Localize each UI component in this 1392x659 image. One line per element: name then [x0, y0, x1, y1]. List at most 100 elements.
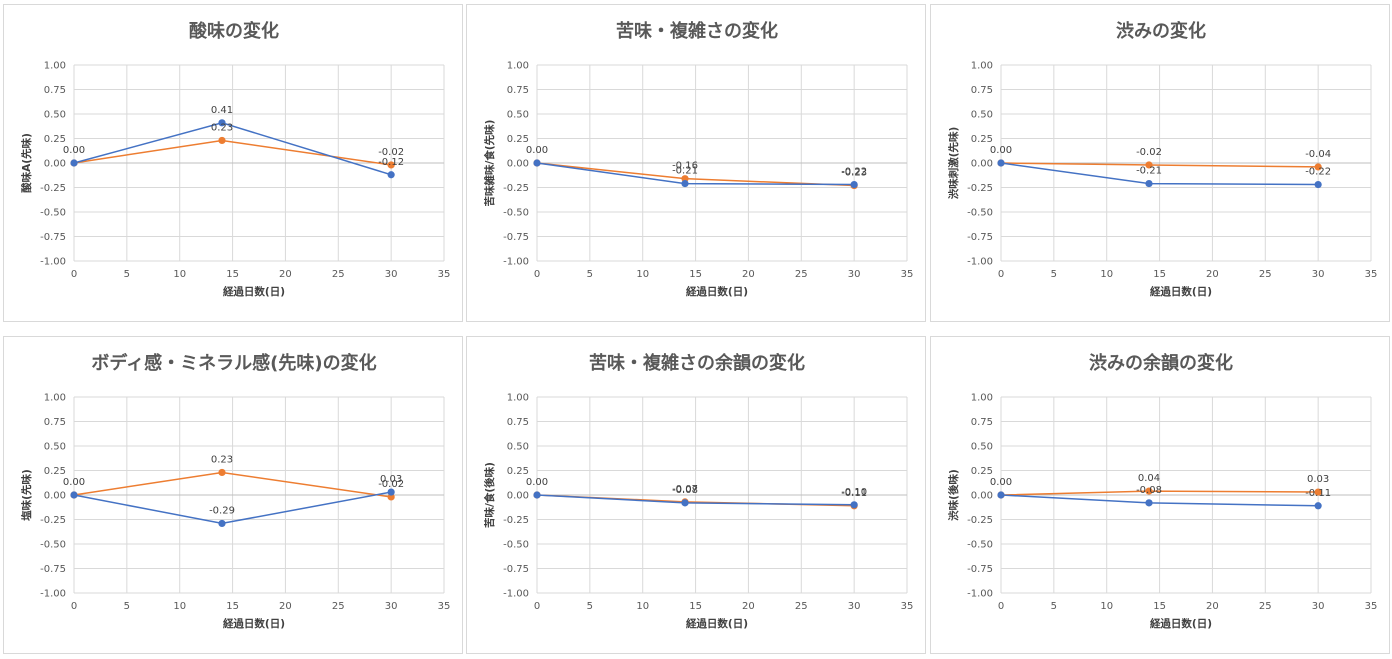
data-label-blue: 0.00	[990, 145, 1012, 156]
data-point-blue	[70, 159, 78, 167]
y-tick-label: -0.50	[503, 540, 529, 551]
data-point-blue	[997, 159, 1005, 167]
data-point-orange	[1145, 161, 1153, 169]
chart-title: 渋みの余韻の変化	[1089, 352, 1233, 374]
y-tick-label: -0.75	[40, 232, 66, 243]
x-axis-label: 経過日数(日)	[1150, 285, 1212, 298]
y-tick-label: 0.00	[507, 159, 529, 170]
data-label-blue: -0.12	[378, 157, 404, 168]
chart-panel-astringency: 渋みの変化 1.00 0.75 0.50 0.25 0.00 -0.25 -0.50 -0.75…	[930, 4, 1390, 322]
x-axis-label: 経過日数(日)	[223, 617, 285, 630]
y-tick-label: 0.50	[971, 110, 993, 121]
y-axis-label: 苦味雑味/食(先味)	[483, 120, 496, 207]
x-tick-label: 30	[848, 269, 861, 280]
y-tick-label: 0.50	[507, 110, 529, 121]
x-tick-label: 15	[1153, 601, 1166, 612]
x-axis-label: 経過日数(日)	[686, 617, 748, 630]
x-tick-label: 10	[636, 601, 649, 612]
data-point-blue	[997, 491, 1005, 499]
chart-svg: 渋みの余韻の変化1.000.750.500.250.00-0.25-0.50-0…	[947, 352, 1378, 630]
x-tick-label: 15	[689, 269, 702, 280]
chart-title: ボディ感・ミネラル感(先味)の変化	[91, 352, 376, 374]
y-tick-label: -0.25	[967, 515, 993, 526]
y-tick-label: -0.50	[40, 540, 66, 551]
chart-title: 苦味・複雑さの変化	[616, 20, 778, 42]
y-tick-label: -0.75	[503, 232, 529, 243]
y-tick-label: -0.25	[40, 183, 66, 194]
y-tick-label: -0.75	[967, 564, 993, 575]
x-tick-label: 35	[1365, 269, 1378, 280]
y-tick-label: 0.25	[44, 466, 66, 477]
data-label-orange: 0.23	[211, 454, 233, 465]
x-tick-label: 0	[71, 269, 77, 280]
data-point-blue	[850, 501, 858, 509]
x-tick-label: 5	[1051, 269, 1057, 280]
data-label-blue: 0.00	[526, 477, 548, 488]
data-label-blue: 0.00	[990, 477, 1012, 488]
chart-panel-body-mineral: ボディ感・ミネラル感(先味)の変化 1.00 0.75 0.50 0.25 0.00 -0.…	[3, 336, 463, 654]
x-tick-label: 20	[1206, 269, 1219, 280]
data-point-blue	[1314, 180, 1322, 189]
y-tick-label: -1.00	[967, 257, 993, 268]
y-tick-label: 0.25	[507, 134, 529, 145]
y-tick-label: 0.75	[507, 85, 529, 96]
chart-title: 渋みの変化	[1116, 20, 1206, 42]
x-tick-label: 5	[124, 601, 130, 612]
x-tick-label: 5	[587, 269, 593, 280]
data-point-blue	[218, 119, 226, 127]
x-tick-label: 10	[636, 269, 649, 280]
x-axis-label: 経過日数(日)	[1150, 617, 1212, 630]
x-tick-label: 15	[226, 601, 239, 612]
data-point-blue	[681, 179, 689, 188]
x-tick-label: 10	[173, 269, 186, 280]
data-point-orange	[1314, 488, 1322, 496]
data-label-blue: 0.03	[380, 474, 402, 485]
data-label-blue: -0.08	[1136, 485, 1162, 496]
y-tick-label: 0.00	[44, 159, 66, 170]
x-tick-label: 20	[279, 601, 292, 612]
chart-title: 酸味の変化	[189, 20, 279, 42]
data-label-blue: -0.10	[841, 487, 867, 498]
y-tick-label: -1.00	[503, 257, 529, 268]
chart-panel-bitterness: 苦味・複雑さの変化 1.00 0.75 0.50 0.25 0.00 -0.25 -0.50-…	[466, 4, 926, 322]
x-tick-label: 5	[1051, 601, 1057, 612]
y-tick-label: 0.75	[44, 417, 66, 428]
y-tick-label: 0.50	[44, 442, 66, 453]
x-tick-label: 20	[742, 269, 755, 280]
x-tick-label: 35	[438, 601, 451, 612]
y-tick-label: 0.50	[971, 442, 993, 453]
y-tick-label: 0.00	[971, 491, 993, 502]
data-point-blue	[533, 491, 541, 499]
data-label-orange: -0.02	[378, 147, 404, 158]
data-label-orange: -0.02	[378, 479, 404, 490]
data-point-blue	[1145, 179, 1153, 188]
x-axis-label: 経過日数(日)	[686, 285, 748, 298]
y-tick-label: -0.25	[503, 515, 529, 526]
y-tick-label: -0.25	[503, 183, 529, 194]
y-tick-label: 1.00	[507, 61, 529, 72]
x-tick-label: 35	[1365, 601, 1378, 612]
x-tick-label: 25	[332, 601, 345, 612]
x-tick-label: 35	[901, 269, 914, 280]
y-tick-label: 1.00	[971, 393, 993, 404]
x-tick-label: 20	[279, 269, 292, 280]
y-tick-label: 0.25	[44, 134, 66, 145]
data-label-blue: -0.08	[672, 485, 698, 496]
data-label-orange: -0.11	[841, 488, 867, 499]
y-tick-label: 0.50	[507, 442, 529, 453]
y-tick-label: -0.25	[967, 183, 993, 194]
y-axis-label: 苦味/食(後味)	[483, 462, 496, 528]
x-axis-label: 経過日数(日)	[223, 285, 285, 298]
chart-svg: 苦味・複雑さの余韻の変化1.000.750.500.250.00-0.25-0.…	[483, 352, 913, 630]
data-point-blue	[850, 180, 858, 189]
data-label-blue: -0.22	[1305, 167, 1331, 178]
y-tick-label: 1.00	[971, 61, 993, 72]
chart-panel-sourness: 酸味の変化 1.00 0.75 0.50 0.25 0.00 -0.25 -0.50 -0.75…	[3, 4, 463, 322]
x-tick-label: 10	[1100, 269, 1113, 280]
y-tick-label: 0.25	[507, 466, 529, 477]
y-tick-label: -0.50	[967, 208, 993, 219]
y-tick-label: 0.75	[44, 85, 66, 96]
y-tick-label: 0.75	[971, 417, 993, 428]
x-tick-label: 30	[1312, 269, 1325, 280]
x-tick-label: 0	[534, 269, 540, 280]
